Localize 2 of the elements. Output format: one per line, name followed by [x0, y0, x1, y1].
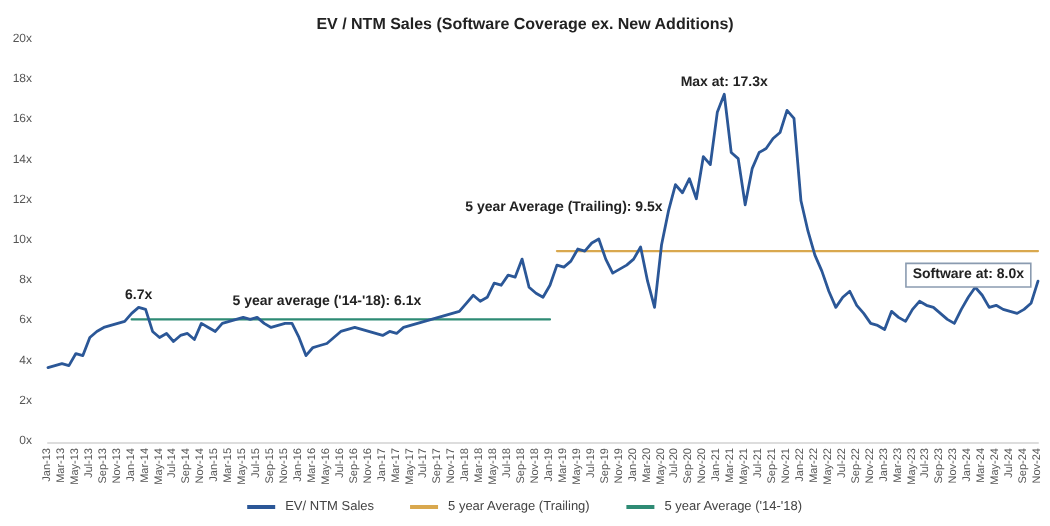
line-series	[46, 92, 1040, 370]
chart-title: EV / NTM Sales (Software Coverage ex. New Additions)	[316, 15, 735, 33]
